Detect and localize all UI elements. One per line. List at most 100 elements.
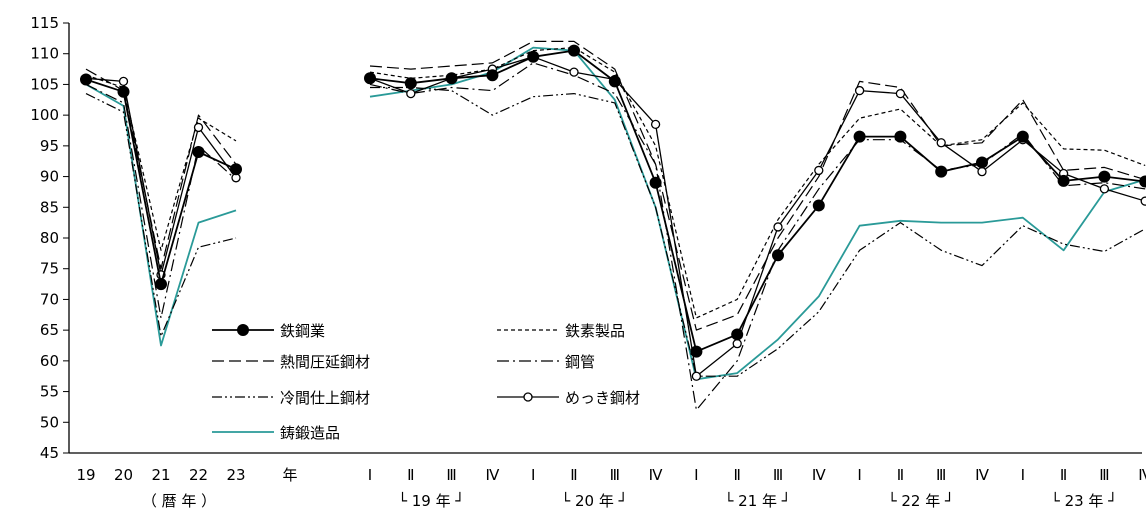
y-tick-label: 60 (40, 352, 59, 370)
series-line-annual (85, 74, 237, 251)
legend-entry: 鉄鋼業 (212, 322, 325, 340)
legend-entry: 鋼管 (497, 353, 595, 371)
data-point (731, 328, 744, 341)
x-tick-label-quarter: Ⅳ (485, 466, 499, 484)
series-line-quarterly (369, 40, 1146, 331)
data-point (977, 167, 987, 177)
legend-marker (523, 392, 533, 402)
annual-group-label: （ 暦 年 ） (142, 492, 216, 510)
x-tick-label-quarter: Ⅲ (773, 466, 783, 484)
x-tick-label-quarter: Ⅱ (1060, 466, 1067, 484)
legend-label: めっき鋼材 (565, 389, 640, 407)
series-line-annual (85, 78, 237, 286)
x-tick-label-annual: 19 (76, 466, 95, 484)
data-point (445, 72, 458, 85)
data-point (1139, 175, 1146, 188)
series-2 (85, 40, 1146, 331)
y-tick-label: 70 (40, 290, 59, 308)
series-line-annual (85, 93, 237, 337)
series-line-quarterly (369, 56, 1146, 377)
data-point (527, 50, 540, 63)
series-lines (80, 40, 1146, 411)
data-point (894, 130, 907, 143)
data-point (649, 176, 662, 189)
y-tick-label: 85 (40, 198, 59, 216)
x-tick-label-quarter: Ⅳ (1138, 466, 1146, 484)
series-4 (85, 86, 1146, 377)
annual-unit-label: 年 (282, 466, 297, 484)
x-tick-label-annual: 21 (151, 466, 170, 484)
data-point (650, 119, 661, 130)
y-tick-label: 95 (40, 137, 59, 155)
x-tick-label-annual: 23 (226, 466, 245, 484)
data-point (853, 130, 866, 143)
data-point (569, 67, 579, 77)
y-tick-label: 110 (30, 45, 59, 63)
data-point (1140, 196, 1146, 206)
series-line-annual (85, 83, 237, 347)
x-tick-label-quarter: Ⅰ (368, 466, 372, 484)
year-group-label: └ 22 年 ┘ (888, 491, 954, 510)
series-line-quarterly (369, 49, 1146, 353)
x-tick-label-quarter: Ⅰ (531, 466, 535, 484)
x-axis-labels: 19 20 21 22 23 年 （ 暦 年 ） Ⅰ Ⅱ Ⅲ Ⅳ Ⅰ Ⅱ Ⅲ Ⅳ Ⅰ Ⅱ Ⅲ Ⅳ Ⅰ Ⅱ Ⅲ Ⅳ Ⅰ Ⅱ Ⅲ Ⅳ └ … (76, 466, 1146, 510)
data-point (976, 156, 988, 169)
data-point (80, 73, 92, 86)
data-point (117, 85, 130, 98)
data-point (935, 165, 948, 178)
legend-label: 鋼管 (565, 353, 595, 371)
y-tick-label: 100 (30, 106, 59, 124)
data-point (936, 138, 946, 148)
y-tick-label: 115 (30, 14, 59, 32)
x-tick-label-quarter: Ⅲ (1099, 466, 1109, 484)
data-point (406, 88, 416, 99)
legend-label: 冷間仕上鋼材 (280, 389, 370, 407)
y-tick-label: 90 (40, 168, 59, 186)
y-tick-label: 65 (40, 321, 59, 339)
series-line-quarterly (370, 86, 1146, 377)
y-axis-ticks: 45 50 55 60 65 70 75 80 85 90 95 100 105 110 115 (30, 14, 69, 462)
series-1 (85, 46, 1146, 319)
data-point (404, 77, 417, 90)
data-point (732, 339, 742, 349)
series-line-annual (85, 83, 237, 319)
series-line-quarterly (369, 46, 1146, 381)
legend-entry: めっき鋼材 (497, 389, 640, 407)
series-0 (80, 44, 1146, 358)
legend-entry: 鉄素製品 (497, 322, 625, 340)
legend-entry: 冷間仕上鋼材 (212, 389, 370, 407)
series-line-annual (85, 77, 237, 276)
data-point (192, 146, 205, 158)
series-6 (85, 46, 1146, 381)
data-point (230, 163, 242, 176)
legend-label: 熱間圧延鋼材 (280, 353, 370, 371)
year-group-label: └ 21 年 ┘ (724, 491, 790, 510)
x-tick-label-quarter: Ⅲ (936, 466, 946, 484)
x-tick-label-quarter: Ⅱ (407, 466, 414, 484)
x-tick-label-quarter: Ⅲ (446, 466, 456, 484)
y-tick-label: 80 (40, 229, 59, 247)
y-tick-label: 75 (40, 260, 59, 278)
legend-label: 鉄鋼業 (280, 322, 325, 340)
data-point (1099, 184, 1110, 194)
y-tick-label: 50 (40, 413, 59, 431)
y-tick-label: 55 (40, 383, 59, 401)
year-group-label: └ 23 年 ┘ (1051, 491, 1117, 510)
data-point (486, 69, 499, 82)
data-point (772, 249, 784, 262)
x-tick-label-quarter: Ⅱ (570, 466, 577, 484)
x-tick-label-quarter: Ⅰ (857, 466, 861, 484)
data-point (895, 88, 906, 99)
x-tick-label-quarter: Ⅳ (649, 466, 663, 484)
data-point (854, 85, 865, 96)
series-line-quarterly (369, 46, 1146, 319)
legend-label: 鉄素製品 (565, 322, 625, 340)
data-point (608, 75, 621, 88)
data-point (118, 76, 129, 87)
x-tick-label-annual: 22 (189, 466, 208, 484)
data-point (568, 44, 580, 57)
data-point (1098, 170, 1111, 183)
year-group-label: └ 19 年 ┘ (398, 491, 464, 510)
